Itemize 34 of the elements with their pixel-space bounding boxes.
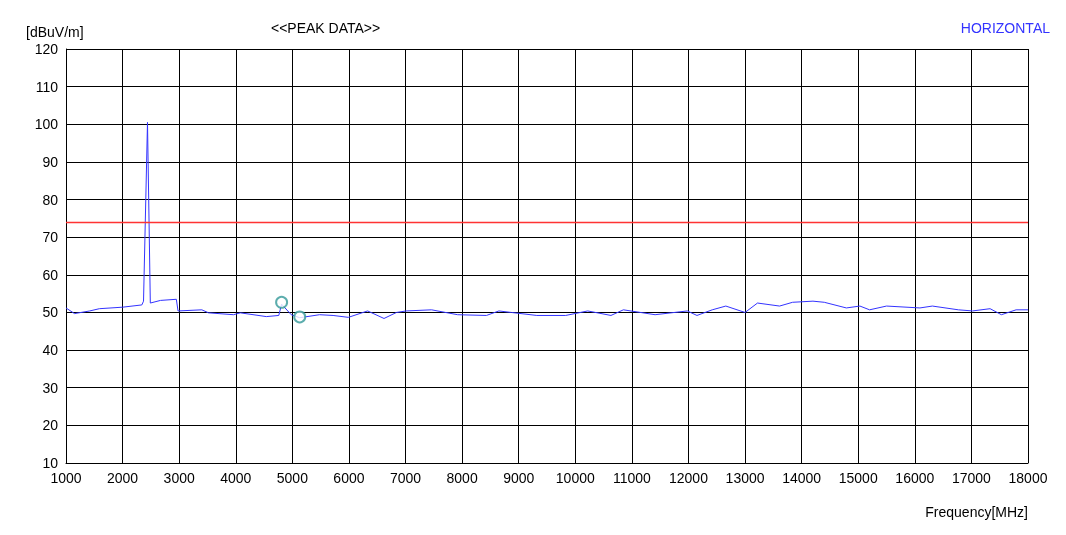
x-tick-label: 16000 xyxy=(895,470,935,486)
y-axis-title: [dBuV/m] xyxy=(26,24,84,40)
x-tick-label: 7000 xyxy=(389,470,422,486)
x-tick-label: 2000 xyxy=(107,470,139,486)
y-tick-label: 50 xyxy=(42,304,59,321)
x-tick-label: 1000 xyxy=(50,470,82,486)
y-tick-label: 30 xyxy=(42,379,59,396)
x-tick-label: 10000 xyxy=(555,470,595,486)
x-tick-label: 8000 xyxy=(446,470,478,486)
x-tick-label: 6000 xyxy=(333,470,365,486)
y-tick-label: 70 xyxy=(42,229,59,246)
x-tick-label: 18000 xyxy=(1008,470,1048,486)
x-tick-label: 15000 xyxy=(838,470,878,486)
x-tick-label: 4000 xyxy=(220,470,252,486)
x-tick-label: 5000 xyxy=(276,470,309,486)
x-tick-label: 13000 xyxy=(725,470,765,486)
y-tick-label: 110 xyxy=(35,78,59,95)
y-tick-label: 10 xyxy=(42,455,59,471)
x-tick-label: 17000 xyxy=(951,470,992,486)
x-tick-label: 12000 xyxy=(669,470,709,486)
x-tick-label: 14000 xyxy=(782,470,822,486)
y-tick-label: 20 xyxy=(42,417,59,434)
chart-title: <<PEAK DATA>> xyxy=(271,20,381,36)
y-tick-label: 120 xyxy=(34,41,59,57)
x-tick-label: 11000 xyxy=(612,470,652,486)
y-tick-label: 100 xyxy=(34,116,59,133)
y-tick-label: 90 xyxy=(42,153,59,170)
y-tick-label: 80 xyxy=(42,191,59,208)
chart-subtitle: HORIZONTAL xyxy=(960,20,1051,36)
x-tick-label: 3000 xyxy=(163,470,195,486)
y-tick-label: 60 xyxy=(42,266,59,283)
y-tick-label: 40 xyxy=(42,342,59,359)
x-tick-label: 9000 xyxy=(503,470,535,486)
x-axis-title: Frequency[MHz] xyxy=(925,504,1028,520)
